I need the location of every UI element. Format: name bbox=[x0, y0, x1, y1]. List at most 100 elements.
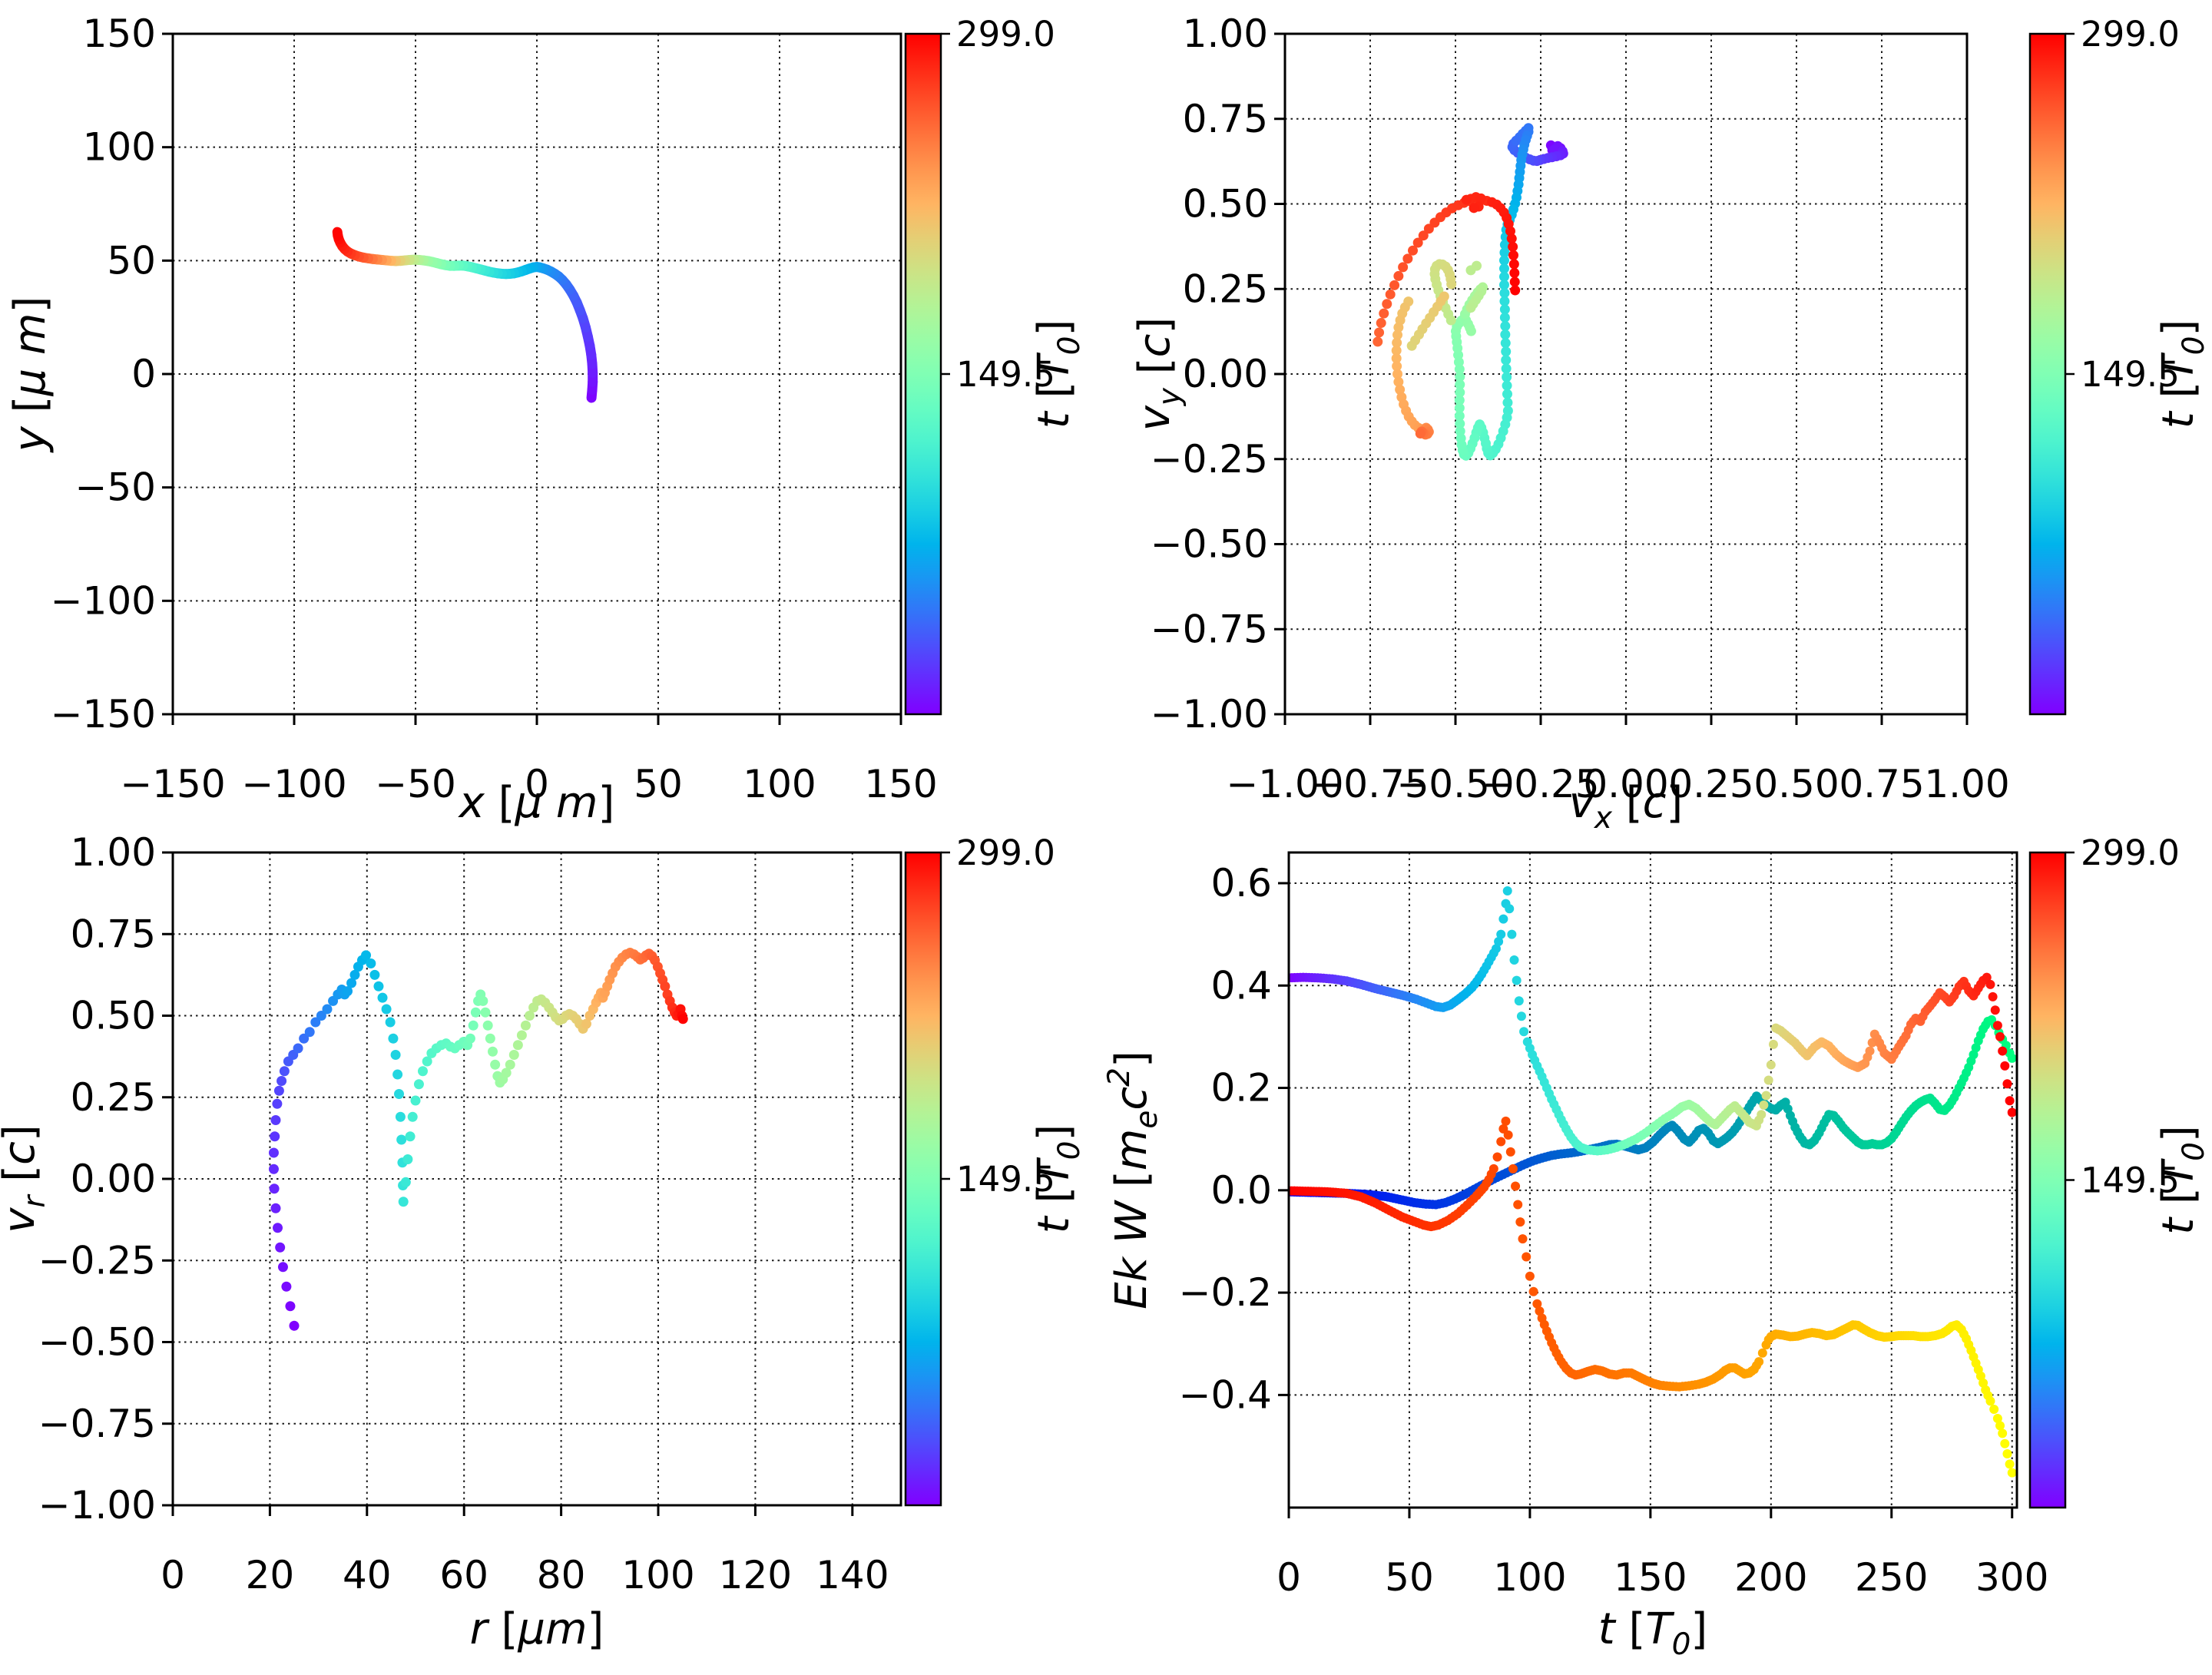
y-tick-label: −0.2 bbox=[1179, 1270, 1272, 1315]
label-part: ] bbox=[598, 778, 614, 828]
data-point bbox=[1769, 1040, 1778, 1049]
data-point bbox=[1764, 1076, 1773, 1085]
data-point bbox=[1515, 996, 1524, 1005]
x-tick-label: 0 bbox=[161, 1553, 185, 1597]
label-part: [ bbox=[2154, 1187, 2204, 1218]
x-tick-label: 0.50 bbox=[1753, 762, 1839, 806]
label-part: e bbox=[1130, 1111, 1164, 1129]
data-point bbox=[1504, 1130, 1513, 1140]
data-point bbox=[388, 1034, 398, 1044]
y-tick-label: −0.4 bbox=[1179, 1372, 1272, 1417]
data-point bbox=[2008, 1054, 2017, 1063]
data-point bbox=[1998, 1047, 2007, 1056]
label-part: ] bbox=[1690, 1604, 1707, 1654]
label-part: T bbox=[1645, 1604, 1674, 1654]
data-point bbox=[1466, 326, 1476, 336]
data-point bbox=[396, 1112, 406, 1122]
data-point bbox=[1501, 346, 1511, 356]
data-point bbox=[1502, 381, 1512, 391]
label-part: T bbox=[1029, 353, 1079, 382]
data-point bbox=[1398, 262, 1408, 272]
data-point bbox=[386, 1018, 396, 1028]
ticks bbox=[162, 34, 901, 725]
data-point bbox=[269, 1164, 279, 1174]
data-point bbox=[1508, 1164, 1518, 1173]
y-tick-label: 0.75 bbox=[71, 912, 156, 956]
y-tick-label: 0.00 bbox=[1183, 352, 1268, 396]
data-point bbox=[418, 1066, 428, 1076]
x-tick-label: −100 bbox=[241, 762, 346, 806]
y-tick-label: −1.00 bbox=[38, 1483, 156, 1528]
x-tick-label: 0 bbox=[1277, 1555, 1301, 1600]
data-point bbox=[1379, 309, 1389, 319]
label-part: y bbox=[5, 425, 55, 453]
data-point bbox=[322, 1005, 332, 1015]
y-tick-label: −0.75 bbox=[1151, 607, 1268, 651]
data-point bbox=[1993, 1021, 2002, 1030]
data-point bbox=[273, 1223, 283, 1233]
label-part: t bbox=[1029, 410, 1079, 429]
data-point bbox=[513, 1040, 523, 1050]
data-point bbox=[1493, 1153, 1502, 1162]
data-point bbox=[1503, 886, 1512, 895]
data-point bbox=[1465, 303, 1475, 313]
data-point bbox=[378, 993, 388, 1003]
y-tick-label: 150 bbox=[83, 12, 156, 56]
data-point bbox=[1505, 904, 1514, 913]
data-point bbox=[1501, 355, 1511, 365]
colorbar bbox=[906, 34, 941, 714]
y-tick-label: −0.75 bbox=[38, 1402, 156, 1446]
y-axis-label: y [μ m] bbox=[5, 296, 55, 454]
velocity-phase-scatter bbox=[1373, 123, 1568, 461]
data-point bbox=[2002, 1079, 2012, 1088]
y-tick-label: 0 bbox=[131, 352, 156, 396]
data-point bbox=[391, 1050, 401, 1060]
data-point bbox=[290, 1321, 300, 1331]
colorbar-label: t [T0] bbox=[2154, 1125, 2211, 1235]
data-point bbox=[1507, 930, 1516, 939]
x-tick-label: 20 bbox=[246, 1553, 295, 1597]
label-part: ] bbox=[588, 1604, 604, 1654]
data-point bbox=[1991, 1005, 2000, 1015]
label-part: [ bbox=[1130, 357, 1180, 388]
data-point bbox=[414, 1079, 424, 1089]
axes-frame bbox=[1289, 852, 2017, 1508]
label-part: ] bbox=[1029, 1124, 1079, 1141]
label-part: 2 bbox=[1106, 1068, 1137, 1087]
data-point bbox=[1498, 915, 1508, 924]
ticks bbox=[1274, 34, 1967, 725]
data-point bbox=[1525, 1272, 1535, 1281]
data-point bbox=[275, 1243, 285, 1253]
label-part: [ bbox=[1029, 382, 1079, 412]
data-point bbox=[509, 1050, 519, 1060]
data-point bbox=[1373, 336, 1382, 346]
colorbar bbox=[906, 852, 941, 1505]
x-axis-label: vx [c] bbox=[1569, 778, 1684, 836]
data-point bbox=[1985, 1396, 1995, 1405]
data-point bbox=[1759, 1101, 1768, 1110]
data-point bbox=[1509, 268, 1519, 278]
data-point bbox=[305, 1027, 315, 1037]
label-part: ] bbox=[5, 296, 55, 313]
data-point bbox=[469, 1021, 478, 1031]
y-tick-label: 100 bbox=[83, 125, 156, 170]
data-point bbox=[1500, 313, 1510, 323]
y-tick-label: −0.25 bbox=[38, 1238, 156, 1283]
data-point bbox=[478, 996, 488, 1006]
grid bbox=[173, 34, 901, 714]
label-part: μm bbox=[517, 1604, 587, 1654]
data-point bbox=[285, 1301, 295, 1311]
data-point bbox=[1501, 338, 1511, 348]
data-point bbox=[1757, 1110, 1766, 1119]
data-point bbox=[1489, 1164, 1498, 1173]
data-point bbox=[490, 1060, 500, 1070]
data-point bbox=[1509, 259, 1519, 269]
x-tick-label: 150 bbox=[1614, 1555, 1687, 1600]
data-point bbox=[1513, 1200, 1522, 1209]
x-tick-label: 250 bbox=[1855, 1555, 1928, 1600]
grid bbox=[1289, 852, 2017, 1508]
label-part: c bbox=[1107, 1087, 1157, 1111]
